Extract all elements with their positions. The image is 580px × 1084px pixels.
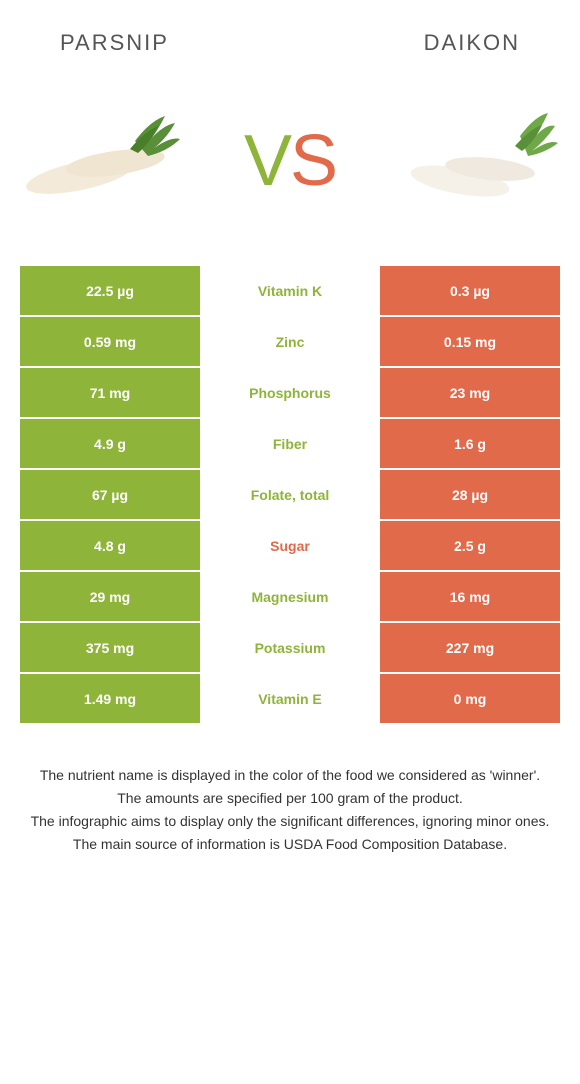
header: Parsnip Daikon	[0, 0, 580, 66]
nutrient-label: Sugar	[200, 521, 380, 572]
vs-label: VS	[244, 125, 336, 197]
value-right: 23 mg	[380, 368, 560, 419]
footer-line-2: The amounts are specified per 100 gram o…	[20, 788, 560, 809]
value-right: 0.15 mg	[380, 317, 560, 368]
value-left: 22.5 µg	[20, 266, 200, 317]
footer-line-3: The infographic aims to display only the…	[20, 811, 560, 832]
value-right: 1.6 g	[380, 419, 560, 470]
value-left: 0.59 mg	[20, 317, 200, 368]
vs-v: V	[244, 121, 290, 201]
footer: The nutrient name is displayed in the co…	[0, 725, 580, 855]
table-row: 4.9 gFiber1.6 g	[20, 419, 560, 470]
value-right: 0.3 µg	[380, 266, 560, 317]
nutrient-label: Vitamin K	[200, 266, 380, 317]
title-left: Parsnip	[60, 30, 169, 56]
footer-line-1: The nutrient name is displayed in the co…	[20, 765, 560, 786]
table-row: 29 mgMagnesium16 mg	[20, 572, 560, 623]
nutrient-label: Folate, total	[200, 470, 380, 521]
value-right: 28 µg	[380, 470, 560, 521]
table-row: 71 mgPhosphorus23 mg	[20, 368, 560, 419]
table-row: 375 mgPotassium227 mg	[20, 623, 560, 674]
table-row: 22.5 µgVitamin K0.3 µg	[20, 266, 560, 317]
value-right: 0 mg	[380, 674, 560, 725]
parsnip-image	[20, 101, 190, 221]
nutrient-label: Potassium	[200, 623, 380, 674]
vs-s: S	[290, 121, 336, 201]
nutrient-label: Vitamin E	[200, 674, 380, 725]
title-right: Daikon	[424, 30, 520, 56]
table-row: 0.59 mgZinc0.15 mg	[20, 317, 560, 368]
hero: VS	[0, 66, 580, 266]
nutrient-label: Fiber	[200, 419, 380, 470]
nutrient-table: 22.5 µgVitamin K0.3 µg0.59 mgZinc0.15 mg…	[20, 266, 560, 725]
nutrient-label: Phosphorus	[200, 368, 380, 419]
value-right: 227 mg	[380, 623, 560, 674]
nutrient-label: Magnesium	[200, 572, 380, 623]
value-left: 1.49 mg	[20, 674, 200, 725]
value-left: 4.9 g	[20, 419, 200, 470]
value-left: 71 mg	[20, 368, 200, 419]
daikon-image	[390, 101, 560, 221]
nutrient-label: Zinc	[200, 317, 380, 368]
value-left: 375 mg	[20, 623, 200, 674]
value-left: 29 mg	[20, 572, 200, 623]
table-row: 1.49 mgVitamin E0 mg	[20, 674, 560, 725]
table-row: 67 µgFolate, total28 µg	[20, 470, 560, 521]
value-left: 4.8 g	[20, 521, 200, 572]
footer-line-4: The main source of information is USDA F…	[20, 834, 560, 855]
value-right: 16 mg	[380, 572, 560, 623]
value-left: 67 µg	[20, 470, 200, 521]
table-row: 4.8 gSugar2.5 g	[20, 521, 560, 572]
value-right: 2.5 g	[380, 521, 560, 572]
